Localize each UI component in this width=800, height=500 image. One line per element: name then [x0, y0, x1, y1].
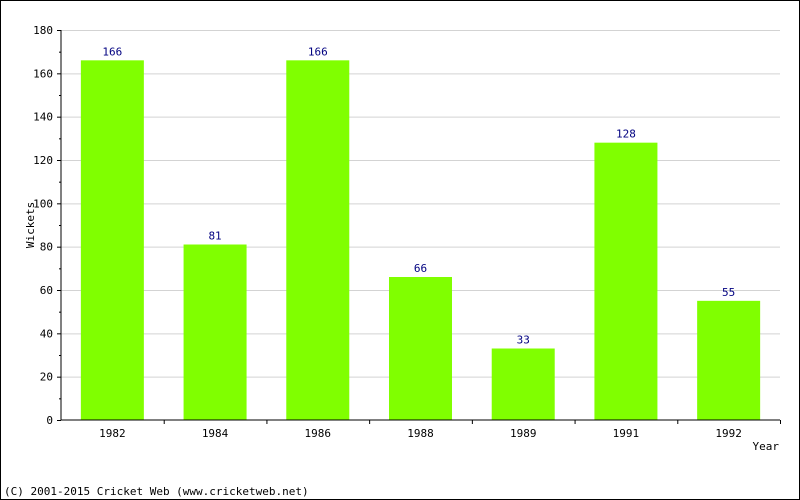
data-label: 81 — [208, 230, 221, 243]
bar — [80, 60, 144, 420]
x-tick-label: 1988 — [407, 427, 434, 440]
y-tick-label: 0 — [46, 414, 53, 427]
x-tick-label: 1986 — [305, 427, 332, 440]
y-tick-label: 160 — [33, 67, 53, 80]
bars — [80, 60, 761, 420]
bar — [697, 300, 761, 420]
data-label: 55 — [722, 286, 735, 299]
y-tick-label: 60 — [40, 284, 53, 297]
y-tick-label: 100 — [33, 197, 53, 210]
y-tick-label: 20 — [40, 371, 53, 384]
y-tick-label: 140 — [33, 111, 53, 124]
bar — [594, 142, 658, 420]
data-label: 166 — [308, 45, 328, 58]
x-tick-label: 1984 — [202, 427, 229, 440]
y-ticks: 0 20 40 60 80 100 120 140 160 180 — [33, 24, 61, 427]
bar — [389, 277, 452, 420]
gridlines — [61, 30, 780, 378]
x-tick-label: 1992 — [715, 427, 742, 440]
x-axis-title: Year — [753, 440, 780, 453]
y-tick-label: 40 — [40, 327, 53, 340]
data-label: 33 — [517, 334, 530, 347]
bar — [286, 60, 350, 420]
y-tick-label: 180 — [33, 24, 53, 37]
data-label: 166 — [102, 45, 122, 58]
data-label: 128 — [616, 128, 636, 141]
y-axis-title: Wickets — [24, 202, 37, 248]
copyright-footer: (C) 2001-2015 Cricket Web (www.cricketwe… — [4, 485, 309, 498]
data-label: 66 — [414, 262, 427, 275]
y-tick-label: 120 — [33, 154, 53, 167]
x-tick-label: 1982 — [99, 427, 126, 440]
x-tick-label: 1989 — [510, 427, 537, 440]
data-labels: 166 81 166 66 33 128 55 — [102, 45, 735, 346]
y-tick-label: 80 — [40, 241, 53, 254]
bar — [183, 244, 247, 420]
bar — [491, 348, 555, 420]
x-ticks: 1982 1984 1986 1988 1989 1991 1992 — [99, 420, 781, 440]
x-tick-label: 1991 — [613, 427, 640, 440]
